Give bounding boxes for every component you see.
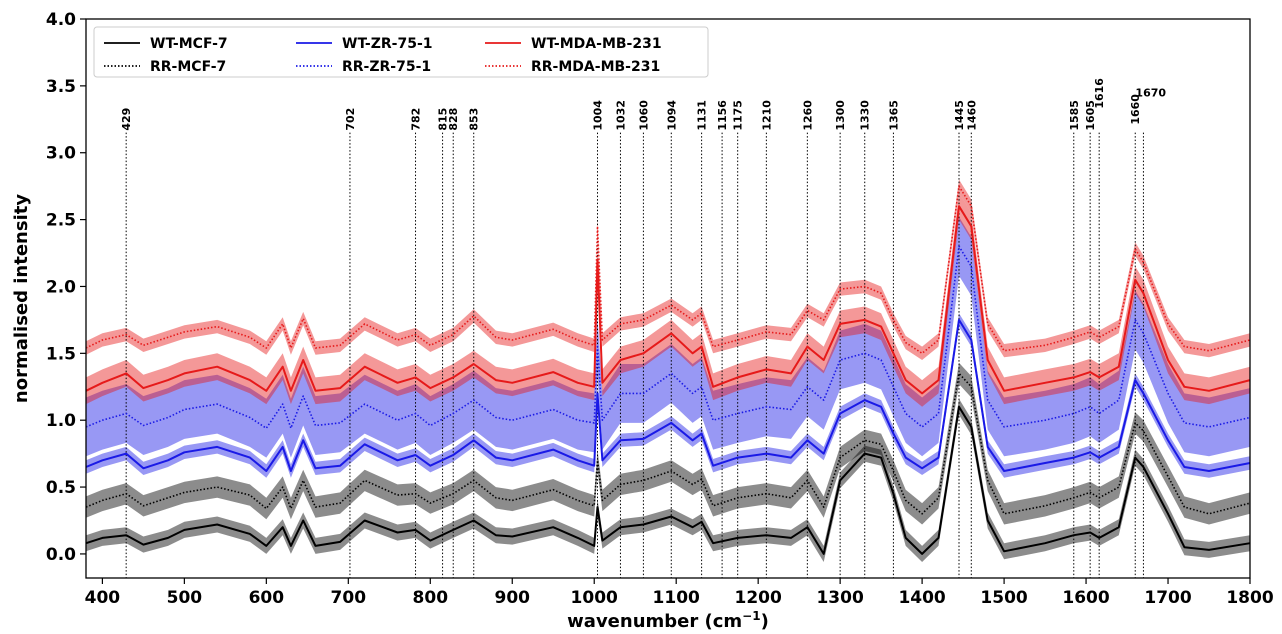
legend-label: RR-MDA-MB-231 xyxy=(531,59,660,75)
legend-label: RR-ZR-75-1 xyxy=(342,59,431,75)
peak-label: 828 xyxy=(447,108,460,131)
x-tick-label: 800 xyxy=(413,588,449,608)
legend-label: WT-MCF-7 xyxy=(150,36,228,52)
peak-label: 702 xyxy=(344,108,357,131)
peak-label: 1032 xyxy=(614,100,627,131)
x-tick-label: 1800 xyxy=(1226,588,1273,608)
peak-label: 1094 xyxy=(665,100,678,131)
peak-label: 1445 xyxy=(953,100,966,131)
legend-label: WT-ZR-75-1 xyxy=(342,36,433,52)
confidence-bands xyxy=(86,179,1250,562)
legend-box xyxy=(93,26,709,78)
x-tick-label: 1000 xyxy=(571,588,618,608)
series-lines xyxy=(85,185,1251,555)
series-line xyxy=(85,405,1251,555)
peak-label: 1156 xyxy=(716,100,729,131)
peak-label: 1460 xyxy=(965,100,978,131)
y-tick-label: 4.0 xyxy=(46,10,76,30)
x-tick-label: 600 xyxy=(249,588,285,608)
legend-label: WT-MDA-MB-231 xyxy=(531,36,662,52)
x-tick-label: 400 xyxy=(85,588,121,608)
series-band xyxy=(86,362,1250,525)
series-line xyxy=(85,372,1251,515)
peak-label: 1616 xyxy=(1093,78,1106,109)
legend-label: RR-MCF-7 xyxy=(150,59,226,75)
peak-label: 1260 xyxy=(801,100,814,131)
x-tick-label: 1400 xyxy=(898,588,945,608)
peak-label: 1210 xyxy=(760,100,773,131)
series-line xyxy=(85,245,1251,429)
peak-label: 853 xyxy=(468,108,481,131)
series-line xyxy=(85,205,1251,395)
peak-label: 815 xyxy=(437,108,450,131)
y-tick-label: 3.5 xyxy=(46,77,76,97)
x-tick-label: 1700 xyxy=(1144,588,1191,608)
series-line xyxy=(85,318,1251,472)
peak-label: 1300 xyxy=(834,100,847,131)
x-tick-label: 1200 xyxy=(735,588,782,608)
legend: WT-MCF-7 RR-MCF-7 WT-ZR-75-1 RR-ZR-75-1 WT-M… xyxy=(93,26,709,78)
x-tick-label: 1300 xyxy=(816,588,863,608)
x-tick-label: 1600 xyxy=(1062,588,1109,608)
peak-label: 1365 xyxy=(887,100,900,131)
peak-label: 1670 xyxy=(1135,87,1166,100)
plot-frame xyxy=(85,18,1251,579)
x-tick-label: 700 xyxy=(331,588,367,608)
peak-label: 1060 xyxy=(637,100,650,131)
y-axis-title: normalised intensity xyxy=(11,194,32,403)
peak-label: 1330 xyxy=(859,100,872,131)
x-tick-label: 500 xyxy=(167,588,203,608)
peak-label: 429 xyxy=(120,108,133,131)
series-band xyxy=(86,398,1250,562)
y-tick-label: 1.0 xyxy=(46,411,76,431)
x-tick-label: 1100 xyxy=(653,588,700,608)
x-tick-label: 1500 xyxy=(980,588,1027,608)
peak-label: 1585 xyxy=(1068,100,1081,131)
y-tick-label: 3.0 xyxy=(46,144,76,164)
series-band xyxy=(86,216,1250,458)
axes xyxy=(85,18,1251,579)
tick-marks: 400 500 600 700 800 900 1000 1100 1200 1300 1400 15… xyxy=(46,10,1274,608)
x-axis-title: wavenumber (cm−1) xyxy=(567,609,769,632)
peak-label: 782 xyxy=(410,108,423,131)
peak-label: 1131 xyxy=(696,100,709,131)
x-tick-label: 900 xyxy=(495,588,531,608)
y-tick-label: 2.5 xyxy=(46,211,76,231)
y-tick-label: 0.5 xyxy=(46,478,76,498)
peak-label: 1175 xyxy=(732,100,745,131)
peak-label: 1660 xyxy=(1129,94,1142,125)
peak-label: 1004 xyxy=(592,100,605,131)
y-tick-label: 0.0 xyxy=(46,545,76,565)
y-tick-label: 2.0 xyxy=(46,277,76,297)
peak-label: 1605 xyxy=(1084,100,1097,131)
y-tick-label: 1.5 xyxy=(46,344,76,364)
